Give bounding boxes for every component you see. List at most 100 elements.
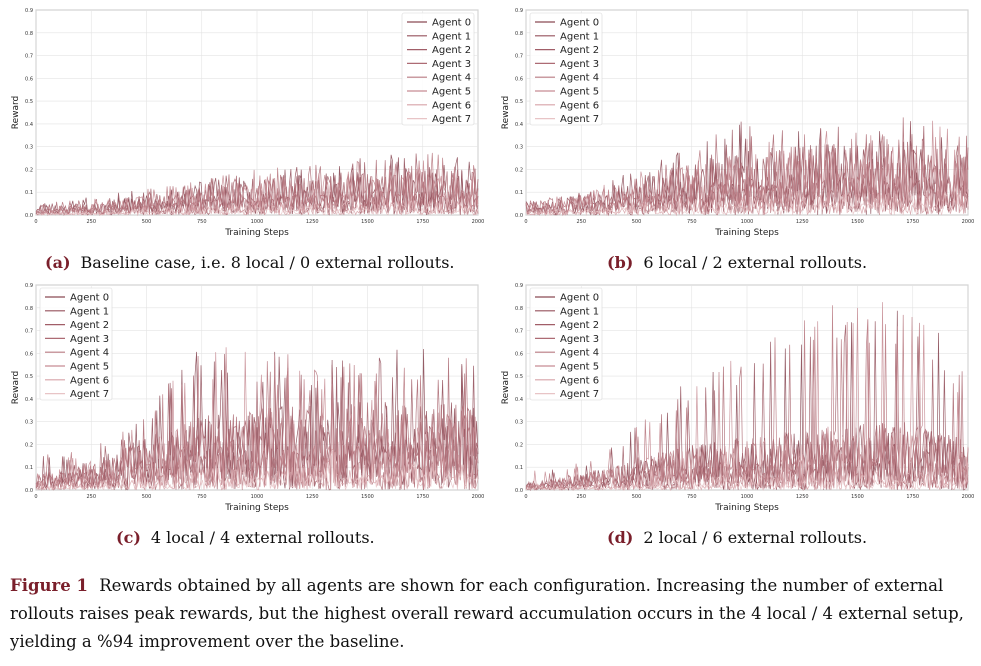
subfigure-label-b: (b): [607, 253, 634, 272]
subfigure-caption-d: (d) 2 local / 6 external rollouts.: [607, 528, 867, 547]
x-tick-label: 1000: [741, 494, 754, 500]
x-tick-label: 1750: [416, 219, 429, 225]
series-line-agent-4: [525, 134, 969, 216]
series-line-agent-5: [525, 120, 969, 216]
legend-label: Agent 7: [432, 114, 471, 125]
legend-label: Agent 3: [560, 334, 599, 345]
series-line-agent-6: [35, 448, 479, 491]
legend-label: Agent 3: [432, 59, 471, 70]
subfigure-text-c: 4 local / 4 external rollouts.: [150, 528, 375, 547]
y-tick-label: 0.2: [25, 167, 33, 173]
series-line-agent-3: [35, 154, 479, 216]
series-line-agent-6: [525, 187, 969, 217]
y-tick-label: 0.4: [25, 397, 33, 403]
x-tick-label: 2000: [962, 494, 975, 500]
x-tick-label: 250: [86, 219, 96, 225]
series-line-agent-3: [35, 357, 479, 491]
reward-chart-b: 0 250 500 750 1000 1250 1500 1750 2000 0.0 0.1 0.2 0…: [501, 8, 975, 238]
x-tick-label: 1000: [741, 219, 754, 225]
x-axis-label: Training Steps: [224, 503, 289, 513]
legend-label: Agent 6: [70, 375, 109, 386]
y-tick-label: 0.2: [515, 442, 523, 448]
legend-label: Agent 0: [432, 18, 471, 29]
y-tick-label: 0.5: [515, 99, 523, 105]
figure-caption-text: Rewards obtained by all agents are shown…: [10, 576, 964, 651]
legend-label: Agent 7: [70, 389, 109, 400]
legend-label: Agent 0: [560, 18, 599, 29]
y-tick-label: 0.3: [515, 145, 523, 151]
subfigure-caption-c: (c) 4 local / 4 external rollouts.: [116, 528, 375, 547]
y-tick-label: 0.7: [25, 54, 33, 60]
x-tick-label: 0: [34, 219, 37, 225]
legend-label: Agent 6: [432, 100, 471, 111]
y-tick-label: 0.5: [25, 374, 33, 380]
x-tick-label: 1250: [306, 494, 319, 500]
legend-label: Agent 4: [432, 73, 471, 84]
y-tick-label: 0.9: [25, 283, 33, 289]
x-tick-label: 1750: [906, 219, 919, 225]
series-line-agent-2: [35, 153, 479, 216]
y-tick-label: 0.1: [25, 465, 33, 471]
x-tick-label: 750: [197, 494, 207, 500]
x-tick-label: 0: [524, 219, 527, 225]
legend-box: [39, 287, 113, 401]
y-tick-label: 0.0: [515, 488, 523, 494]
series-line-agent-2: [35, 353, 479, 491]
reward-chart-c: 0 250 500 750 1000 1250 1500 1750 2000 0.0 0.1 0.2 0…: [11, 283, 485, 513]
subfigure-text-d: 2 local / 6 external rollouts.: [643, 528, 868, 547]
legend-label: Agent 0: [70, 293, 109, 304]
y-tick-label: 0.6: [515, 351, 523, 357]
y-tick-label: 0.0: [25, 488, 33, 494]
legend-label: Agent 2: [70, 320, 109, 331]
legend-label: Agent 2: [560, 45, 599, 56]
y-tick-label: 0.6: [25, 76, 33, 82]
figure-label: Figure 1: [10, 576, 88, 595]
legend-box: [401, 12, 475, 126]
x-tick-label: 500: [632, 219, 642, 225]
x-tick-label: 2000: [962, 219, 975, 225]
y-tick-label: 0.8: [515, 31, 523, 37]
y-tick-label: 0.5: [25, 99, 33, 105]
y-tick-label: 0.6: [25, 351, 33, 357]
series-line-agent-5: [35, 347, 479, 491]
x-tick-label: 1750: [906, 494, 919, 500]
y-tick-label: 0.3: [25, 420, 33, 426]
subfigure-text-a: Baseline case, i.e. 8 local / 0 external…: [80, 253, 455, 272]
figure-caption: Figure 1 Rewards obtained by all agents …: [10, 572, 975, 656]
y-tick-label: 0.3: [515, 420, 523, 426]
y-tick-label: 0.9: [25, 8, 33, 14]
legend-label: Agent 4: [70, 348, 109, 359]
legend-label: Agent 4: [560, 73, 599, 84]
chart-panel-c: 0 250 500 750 1000 1250 1500 1750 2000 0.0 0.1 0.2 0…: [0, 275, 490, 520]
y-tick-label: 0.2: [515, 167, 523, 173]
y-tick-label: 0.0: [515, 213, 523, 219]
legend-box: [529, 287, 603, 401]
y-tick-label: 0.8: [25, 31, 33, 37]
subfigure-label-a: (a): [45, 253, 71, 272]
x-tick-label: 1250: [306, 219, 319, 225]
x-tick-label: 2000: [472, 494, 485, 500]
legend-label: Agent 6: [560, 100, 599, 111]
x-tick-label: 500: [142, 219, 152, 225]
x-tick-label: 1000: [251, 219, 264, 225]
y-axis-label: Reward: [501, 96, 511, 130]
x-axis-label: Training Steps: [714, 228, 779, 238]
y-tick-label: 0.6: [515, 76, 523, 82]
y-tick-label: 0.7: [25, 329, 33, 335]
subfigure-caption-a: (a) Baseline case, i.e. 8 local / 0 exter…: [45, 253, 455, 272]
y-tick-label: 0.7: [515, 329, 523, 335]
chart-panel-a: 0 250 500 750 1000 1250 1500 1750 2000 0.0 0.1 0.2 0…: [0, 0, 490, 245]
y-tick-label: 0.1: [25, 190, 33, 196]
series-line-agent-7: [35, 449, 479, 491]
y-tick-label: 0.1: [515, 190, 523, 196]
y-tick-label: 0.8: [515, 306, 523, 312]
y-tick-label: 0.4: [25, 122, 33, 128]
subfigure-caption-b: (b) 6 local / 2 external rollouts.: [607, 253, 867, 272]
legend-label: Agent 1: [560, 31, 599, 42]
series-line-agent-5: [35, 160, 479, 216]
x-tick-label: 750: [687, 494, 697, 500]
reward-chart-a: 0 250 500 750 1000 1250 1500 1750 2000 0.0 0.1 0.2 0…: [11, 8, 484, 238]
y-tick-label: 0.3: [25, 145, 33, 151]
legend-label: Agent 1: [70, 306, 109, 317]
x-tick-label: 1000: [251, 494, 264, 500]
